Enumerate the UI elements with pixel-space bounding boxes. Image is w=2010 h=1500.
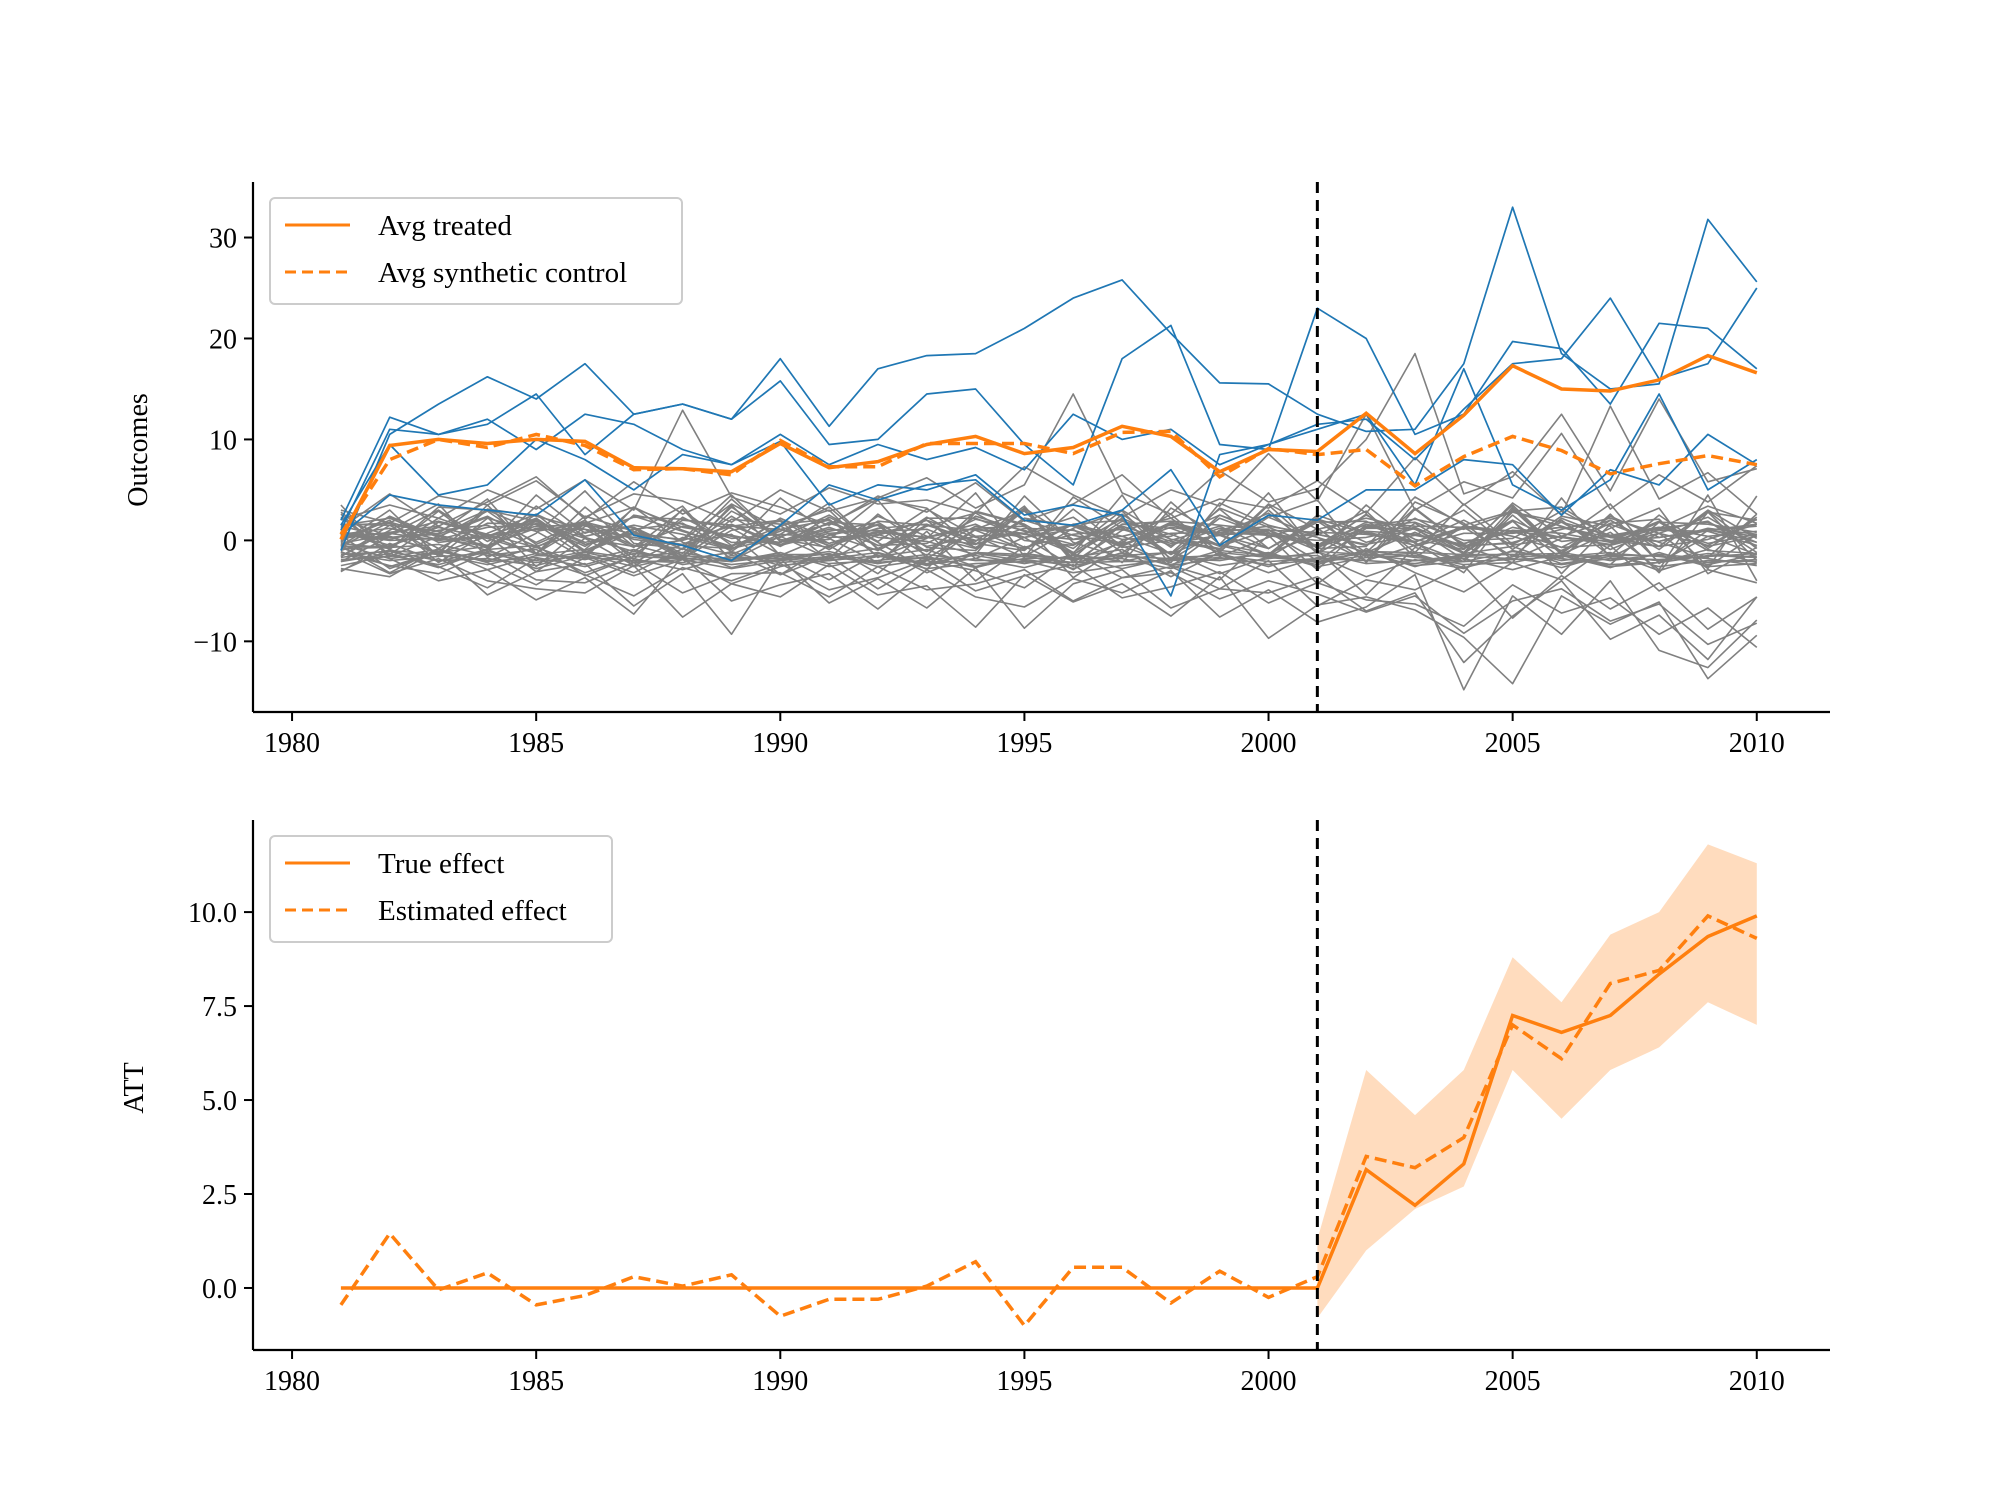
treated-unit-line <box>340 367 1758 597</box>
legend-true-effect-label: True effect <box>378 848 504 880</box>
control-unit-line <box>340 543 1758 691</box>
control-unit-line <box>340 501 1757 565</box>
control-unit-line <box>340 543 1758 581</box>
control-unit-line <box>340 405 1758 529</box>
att-legend-frame <box>269 835 613 943</box>
control-unit-line <box>340 551 1758 646</box>
true-effect-line <box>340 914 1758 1290</box>
x-tick-label: 1980 <box>264 728 320 759</box>
x-tick-label: 1985 <box>508 728 564 759</box>
att-legend: True effect Estimated effect <box>269 835 613 943</box>
att-confidence-band <box>1317 844 1757 1318</box>
treated-unit-lines <box>340 206 1758 597</box>
estimated-effect-line <box>339 913 1758 1329</box>
y-tick-label: 10 <box>209 425 237 456</box>
outcomes-panel: 1980 1985 1990 1995 2000 2005 2010 −100102030 … <box>123 182 1830 759</box>
outcomes-legend: Avg treated Avg synthetic control <box>269 197 683 305</box>
outcomes-plot-area <box>339 182 1758 712</box>
outcomes-legend-frame <box>269 197 683 305</box>
att-panel: 1980 1985 1990 1995 2000 2005 2010 0.0 2.5 5.0 7.… <box>119 820 1830 1397</box>
y-tick-label: 2.5 <box>202 1180 237 1211</box>
avg-synthetic-control-line <box>339 429 1758 536</box>
x-tick-label: 2010 <box>1729 1366 1785 1397</box>
control-unit-line <box>340 522 1758 550</box>
treated-unit-line <box>340 206 1758 521</box>
x-tick-label: 2000 <box>1241 1366 1297 1397</box>
x-tick-label: 1990 <box>752 1366 808 1397</box>
x-tick-label: 2010 <box>1729 728 1785 759</box>
y-tick-label: −10 <box>193 627 237 658</box>
att-y-ticks: 0.0 2.5 5.0 7.5 10.0 <box>188 898 253 1305</box>
avg-treated-line <box>339 353 1758 541</box>
y-tick-label: 0.0 <box>202 1274 237 1305</box>
y-tick-label: 20 <box>209 324 237 355</box>
x-tick-label: 1985 <box>508 1366 564 1397</box>
control-unit-line <box>340 530 1758 593</box>
control-unit-line <box>340 494 1757 574</box>
legend-estimated-effect-label: Estimated effect <box>378 895 567 927</box>
control-unit-line <box>340 507 1758 575</box>
control-unit-line <box>340 504 1758 564</box>
y-tick-label: 7.5 <box>202 992 237 1023</box>
control-unit-line <box>340 548 1758 649</box>
x-tick-label: 1995 <box>996 728 1052 759</box>
x-tick-label: 2000 <box>1241 728 1297 759</box>
outcomes-x-ticks: 1980 1985 1990 1995 2000 2005 2010 <box>264 712 1785 759</box>
y-tick-label: 5.0 <box>202 1086 237 1117</box>
x-tick-label: 1990 <box>752 728 808 759</box>
control-unit-line <box>340 551 1757 568</box>
control-unit-lines <box>340 352 1758 691</box>
control-unit-line <box>340 507 1758 575</box>
att-y-axis-title: ATT <box>119 1062 150 1113</box>
outcomes-y-axis-title: Outcomes <box>123 393 154 507</box>
y-tick-label: 10.0 <box>188 898 237 929</box>
y-tick-label: 0 <box>223 526 237 557</box>
legend-avg-synthetic-control-label: Avg synthetic control <box>378 257 627 289</box>
legend-avg-treated-label: Avg treated <box>378 210 512 242</box>
x-tick-label: 1980 <box>264 1366 320 1397</box>
outcomes-y-ticks: −10 0 10 20 30 <box>193 224 253 658</box>
x-tick-label: 2005 <box>1485 728 1541 759</box>
y-tick-label: 30 <box>209 224 237 255</box>
control-unit-line <box>340 550 1758 685</box>
att-x-ticks: 1980 1985 1990 1995 2000 2005 2010 <box>264 1350 1785 1397</box>
control-unit-line <box>340 534 1758 664</box>
treated-unit-line <box>340 287 1758 531</box>
treated-unit-line <box>340 433 1758 562</box>
att-plot-area <box>339 820 1758 1350</box>
treated-unit-line <box>340 307 1758 551</box>
x-tick-label: 1995 <box>996 1366 1052 1397</box>
x-tick-label: 2005 <box>1485 1366 1541 1397</box>
